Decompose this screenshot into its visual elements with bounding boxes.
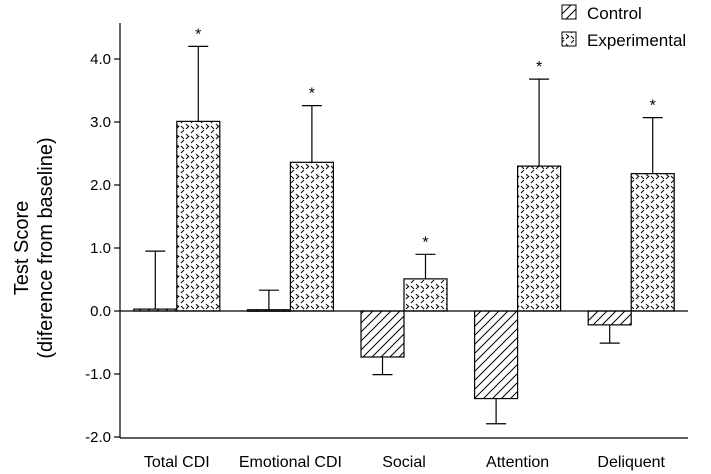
x-axis: Total CDI Emotional CDI Social Attention Del… xyxy=(120,310,688,471)
x-category-label: Total CDI xyxy=(144,454,210,471)
bar-experimental-social xyxy=(403,278,448,312)
y-tick-label: 3.0 xyxy=(90,114,111,131)
bar-control-deliquent xyxy=(587,310,632,326)
legend: Control Experimental xyxy=(561,4,686,50)
bar-experimental-total-cdi xyxy=(176,120,221,312)
y-tick-label: 0.0 xyxy=(90,303,111,320)
y-tick-label: -2.0 xyxy=(85,429,111,446)
y-tick-label: -1.0 xyxy=(85,366,111,383)
legend-label-experimental: Experimental xyxy=(587,31,686,50)
legend-swatch-experimental xyxy=(561,31,577,47)
y-axis-label: Test Score (diference from baseline) xyxy=(11,137,57,358)
x-category-label: Social xyxy=(382,454,426,471)
bar-control-social xyxy=(360,310,405,358)
legend-swatch-control xyxy=(561,4,577,20)
y-axis-subtitle: (diference from baseline) xyxy=(35,137,57,358)
significance-marker: * xyxy=(195,26,201,43)
bar-experimental-deliquent xyxy=(630,173,675,312)
x-category-label: Emotional CDI xyxy=(239,454,342,471)
y-axis: -2.0 -1.0 0.0 1.0 2.0 3.0 4.0 xyxy=(85,23,121,446)
y-tick-label: 2.0 xyxy=(90,177,111,194)
significance-marker: * xyxy=(309,86,315,103)
significance-marker: * xyxy=(650,98,656,115)
legend-label-control: Control xyxy=(587,4,642,23)
significance-marker: * xyxy=(536,59,542,76)
significance-marker: * xyxy=(422,234,428,251)
bar-experimental-attention xyxy=(516,165,562,312)
x-category-label: Deliquent xyxy=(597,454,665,471)
y-tick-label: 4.0 xyxy=(90,51,111,68)
bar-experimental-emotional-cdi xyxy=(289,161,334,312)
y-tick-label: 1.0 xyxy=(90,240,111,257)
bars: * * * * * xyxy=(133,26,675,425)
bar-control-attention xyxy=(474,310,519,400)
y-axis-title: Test Score xyxy=(11,201,33,295)
x-category-label: Attention xyxy=(486,454,549,471)
